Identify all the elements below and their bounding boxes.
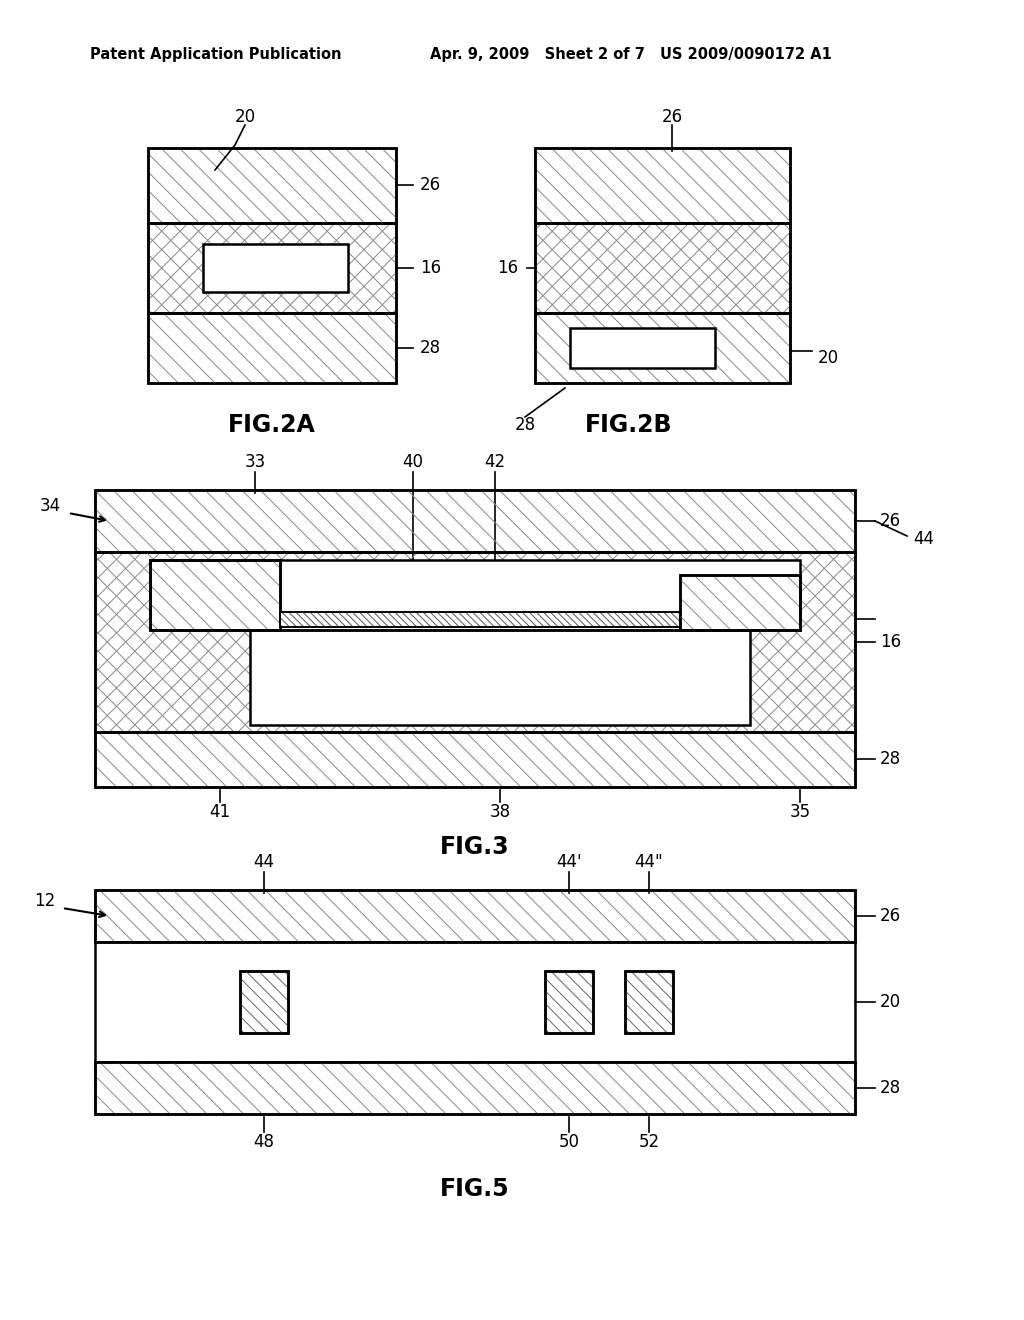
Bar xyxy=(95,1063,855,1114)
Text: 44": 44" xyxy=(635,853,664,871)
Bar xyxy=(535,148,790,223)
Text: 48: 48 xyxy=(254,1133,274,1151)
Text: 41: 41 xyxy=(210,803,230,821)
Text: FIG.2B: FIG.2B xyxy=(585,413,673,437)
Bar xyxy=(148,148,396,223)
Text: FIG.5: FIG.5 xyxy=(440,1177,510,1201)
Bar xyxy=(545,972,593,1034)
Text: US 2009/0090172 A1: US 2009/0090172 A1 xyxy=(660,48,831,62)
Bar xyxy=(95,733,855,787)
Text: FIG.3: FIG.3 xyxy=(440,836,510,859)
Bar xyxy=(535,223,790,313)
Text: 28: 28 xyxy=(880,1078,901,1097)
Bar xyxy=(240,972,288,1034)
Text: 20: 20 xyxy=(880,993,901,1011)
Text: 33: 33 xyxy=(245,453,265,471)
Text: 26: 26 xyxy=(880,907,901,925)
Text: 38: 38 xyxy=(489,803,511,821)
Bar xyxy=(95,552,855,733)
Bar xyxy=(95,890,855,942)
Text: 26: 26 xyxy=(880,512,901,531)
Bar xyxy=(625,972,673,1034)
Text: 28: 28 xyxy=(880,750,901,768)
Bar xyxy=(535,223,790,313)
Text: 16: 16 xyxy=(880,634,901,651)
Text: 28: 28 xyxy=(514,416,536,434)
Bar xyxy=(148,223,396,313)
Text: FIG.2A: FIG.2A xyxy=(228,413,315,437)
Text: 42: 42 xyxy=(484,453,506,471)
Bar xyxy=(625,972,673,1034)
Bar xyxy=(570,327,715,368)
Bar xyxy=(148,223,396,313)
Text: 16: 16 xyxy=(497,259,518,277)
Bar xyxy=(95,942,855,1063)
Bar xyxy=(535,313,790,383)
Bar xyxy=(95,1063,855,1114)
Bar xyxy=(150,560,800,630)
Text: 44: 44 xyxy=(913,531,934,548)
Bar xyxy=(95,490,855,552)
Bar xyxy=(150,560,280,630)
Text: 20: 20 xyxy=(818,348,839,367)
Bar xyxy=(95,490,855,552)
Text: 26: 26 xyxy=(662,108,683,125)
Text: 35: 35 xyxy=(790,803,811,821)
Bar xyxy=(95,733,855,787)
Text: 28: 28 xyxy=(420,339,441,356)
Bar xyxy=(535,313,790,383)
Text: Patent Application Publication: Patent Application Publication xyxy=(90,48,341,62)
Bar xyxy=(148,313,396,383)
Bar xyxy=(95,552,855,733)
Bar xyxy=(680,576,800,630)
Text: Apr. 9, 2009   Sheet 2 of 7: Apr. 9, 2009 Sheet 2 of 7 xyxy=(430,48,645,62)
Bar xyxy=(150,560,280,630)
Text: 20: 20 xyxy=(234,108,256,125)
Text: 44: 44 xyxy=(254,853,274,871)
Bar xyxy=(95,890,855,942)
Bar xyxy=(148,313,396,383)
Bar xyxy=(280,612,680,627)
Bar xyxy=(240,972,288,1034)
Bar xyxy=(150,560,800,630)
Bar xyxy=(535,148,790,223)
Bar xyxy=(148,148,396,223)
Text: 40: 40 xyxy=(402,453,424,471)
Bar xyxy=(203,244,348,292)
Text: 16: 16 xyxy=(420,259,441,277)
Bar xyxy=(545,972,593,1034)
Text: 34: 34 xyxy=(40,498,60,515)
Bar xyxy=(680,576,800,630)
Text: 12: 12 xyxy=(35,892,55,909)
Text: 50: 50 xyxy=(558,1133,580,1151)
Bar xyxy=(280,612,680,627)
Bar xyxy=(250,630,750,725)
Text: 52: 52 xyxy=(638,1133,659,1151)
Text: 26: 26 xyxy=(420,176,441,194)
Text: 44': 44' xyxy=(556,853,582,871)
